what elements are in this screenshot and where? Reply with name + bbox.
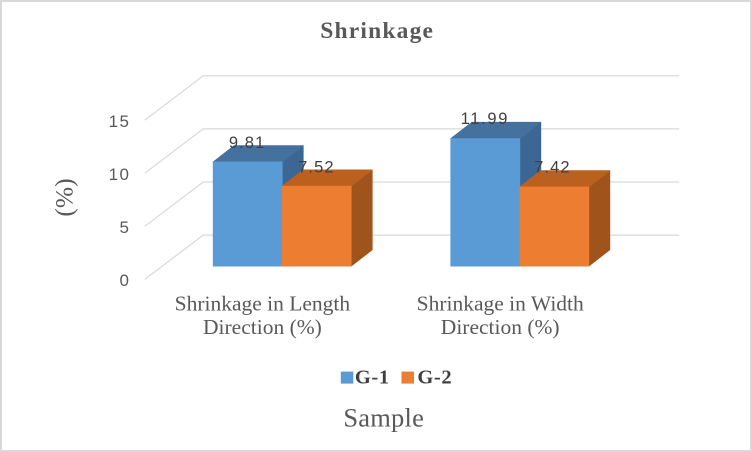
svg-text:Sample: Sample — [343, 402, 424, 432]
svg-text:Shrinkage in Length: Shrinkage in Length — [175, 292, 351, 316]
svg-text:Shrinkage: Shrinkage — [320, 18, 434, 44]
svg-text:5: 5 — [120, 218, 131, 237]
svg-text:Shrinkage in Width: Shrinkage in Width — [417, 292, 584, 316]
svg-text:Direction (%): Direction (%) — [441, 315, 560, 339]
svg-text:Direction (%): Direction (%) — [203, 315, 322, 339]
svg-text:(%): (%) — [50, 178, 79, 216]
svg-text:G-2: G-2 — [417, 367, 452, 389]
svg-text:7.52: 7.52 — [298, 158, 335, 176]
svg-text:9.81: 9.81 — [229, 134, 266, 152]
svg-text:G-1: G-1 — [355, 367, 390, 389]
svg-text:11.99: 11.99 — [461, 110, 510, 128]
svg-text:15: 15 — [109, 112, 131, 131]
svg-text:0: 0 — [120, 271, 131, 290]
svg-text:10: 10 — [109, 165, 131, 184]
svg-text:7.42: 7.42 — [534, 159, 571, 177]
